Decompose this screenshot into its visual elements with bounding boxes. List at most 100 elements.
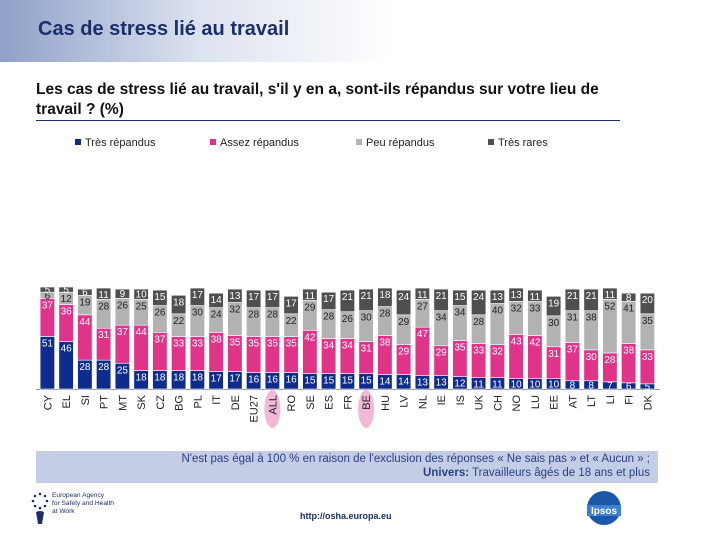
- label-peu-repandus-no: 32: [511, 303, 523, 314]
- x-tick-label-bg: BG: [174, 395, 186, 411]
- label-tres-rares-bg: 18: [173, 297, 185, 308]
- bar-tres-rares-uk: [471, 289, 487, 316]
- legend-label-assez-repandus: Assez répandus: [220, 137, 299, 149]
- label-tres-rares-be: 21: [361, 291, 373, 302]
- label-tres-rares-hu: 18: [379, 290, 391, 301]
- x-tick-label-at: AT: [567, 395, 579, 409]
- bar-tres-rares-ro: [283, 296, 299, 315]
- label-tres-repandus-el: 46: [61, 344, 73, 355]
- label-assez-repandus-cy: 37: [42, 300, 54, 311]
- x-tick-label-no: NO: [511, 395, 523, 412]
- label-tres-rares-ee: 19: [548, 298, 560, 309]
- x-tick-label-uk: UK: [474, 394, 486, 410]
- x-tick-label-cy: CY: [42, 394, 54, 410]
- label-assez-repandus-no: 43: [511, 336, 523, 347]
- x-tick-label-fr: FR: [342, 395, 354, 410]
- label-assez-repandus-pl: 33: [192, 338, 204, 349]
- label-tres-repandus-be: 15: [361, 376, 373, 387]
- label-tres-rares-nl: 11: [417, 290, 428, 301]
- bar-tres-rares-lv: [396, 289, 412, 316]
- x-tick-label-ro: RO: [286, 395, 298, 412]
- x-tick-label-lv: LV: [399, 394, 411, 407]
- bar-tres-rares-it: [208, 292, 224, 308]
- label-peu-repandus-sk: 25: [136, 301, 148, 312]
- label-tres-repandus-ie: 13: [436, 378, 448, 389]
- highlight-all: [264, 390, 281, 428]
- label-assez-repandus-sk: 44: [136, 327, 148, 338]
- label-assez-repandus-ch: 32: [492, 347, 504, 358]
- bar-tres-rares-de: [227, 288, 243, 303]
- bar-tres-rares-dk: [639, 292, 655, 315]
- x-tick-label-es: ES: [324, 395, 336, 410]
- legend-swatch-assez-repandus: [210, 139, 216, 145]
- label-assez-repandus-all: 35: [267, 338, 279, 349]
- bar-tres-rares-fr: [339, 289, 355, 313]
- label-peu-repandus-si: 19: [79, 297, 91, 308]
- label-peu-repandus-all: 28: [267, 310, 279, 321]
- header-band: [0, 0, 720, 62]
- label-peu-repandus-se: 29: [304, 302, 316, 313]
- bar-tres-rares-is: [452, 289, 468, 306]
- question-divider: [36, 120, 620, 121]
- x-tick-label-ee: EE: [549, 395, 561, 410]
- bar-tres-rares-bg: [171, 294, 187, 315]
- label-assez-repandus-cz: 37: [154, 334, 166, 345]
- label-assez-repandus-nl: 47: [417, 329, 429, 340]
- label-peu-repandus-bg: 22: [173, 316, 185, 327]
- label-tres-rares-lv: 24: [398, 292, 410, 303]
- label-tres-rares-fi: 8: [626, 293, 632, 304]
- ipsos-wordmark: Ipsos: [591, 506, 618, 517]
- label-tres-rares-fr: 21: [342, 292, 354, 303]
- label-peu-repandus-lt: 38: [586, 313, 598, 324]
- label-tres-rares-dk: 20: [642, 295, 654, 306]
- label-tres-repandus-mt: 25: [117, 365, 129, 376]
- label-tres-rares-es: 17: [323, 294, 335, 305]
- bar-tres-rares-li: [602, 287, 618, 300]
- bar-tres-rares-es: [321, 291, 337, 310]
- osha-emblem-icon: [31, 492, 49, 524]
- footer-url[interactable]: http://osha.europa.eu: [300, 511, 392, 521]
- label-tres-rares-ch: 13: [492, 292, 504, 303]
- label-tres-repandus-sk: 18: [136, 372, 148, 383]
- bar-tres-rares-mt: [114, 288, 130, 299]
- label-peu-repandus-be: 30: [361, 313, 373, 324]
- x-tick-label-nl: NL: [417, 395, 429, 409]
- legend-label-tres-rares: Très rares: [498, 137, 548, 149]
- bar-tres-rares-se: [302, 288, 318, 301]
- bar-tres-rares-all: [264, 289, 280, 308]
- label-peu-repandus-lu: 33: [529, 303, 541, 314]
- label-assez-repandus-li: 28: [604, 355, 616, 366]
- label-tres-rares-li: 11: [605, 290, 616, 301]
- label-peu-repandus-pl: 30: [192, 308, 204, 319]
- universe-label: Univers:: [423, 467, 470, 479]
- label-tres-rares-all: 17: [267, 292, 279, 303]
- label-tres-rares-mt: 9: [120, 289, 126, 300]
- label-assez-repandus-lt: 30: [586, 352, 598, 363]
- label-peu-repandus-it: 24: [211, 310, 223, 321]
- label-peu-repandus-ie: 34: [436, 313, 448, 324]
- label-assez-repandus-ro: 35: [286, 338, 298, 349]
- label-tres-rares-cz: 15: [154, 292, 166, 303]
- x-tick-label-si: SI: [80, 395, 92, 405]
- bar-tres-rares-pt: [96, 287, 112, 300]
- x-tick-label-it: IT: [211, 395, 223, 405]
- label-peu-repandus-fi: 41: [623, 303, 635, 314]
- label-tres-repandus-hu: 14: [379, 377, 391, 388]
- label-assez-repandus-bg: 33: [173, 338, 185, 349]
- label-assez-repandus-pt: 31: [98, 330, 110, 341]
- question-text: Les cas de stress lié au travail, s'il y…: [36, 81, 599, 118]
- bar-tres-rares-fi: [621, 292, 637, 302]
- osha-logo: European Agency for Safety and Health at…: [30, 490, 190, 534]
- label-tres-repandus-pt: 28: [98, 362, 110, 373]
- x-tick-label-lu: LU: [530, 395, 542, 409]
- x-tick-label-cz: CZ: [155, 395, 167, 410]
- label-assez-repandus-es: 34: [323, 341, 335, 352]
- bar-tres-rares-ee: [546, 296, 562, 317]
- x-tick-label-de: DE: [230, 395, 242, 410]
- legend-swatch-tres-repandus: [75, 139, 81, 145]
- label-assez-repandus-si: 44: [79, 317, 91, 328]
- label-tres-rares-lt: 21: [586, 291, 598, 302]
- label-peu-repandus-pt: 28: [98, 301, 110, 312]
- x-tick-label-mt: MT: [117, 395, 129, 411]
- label-peu-repandus-is: 34: [454, 308, 466, 319]
